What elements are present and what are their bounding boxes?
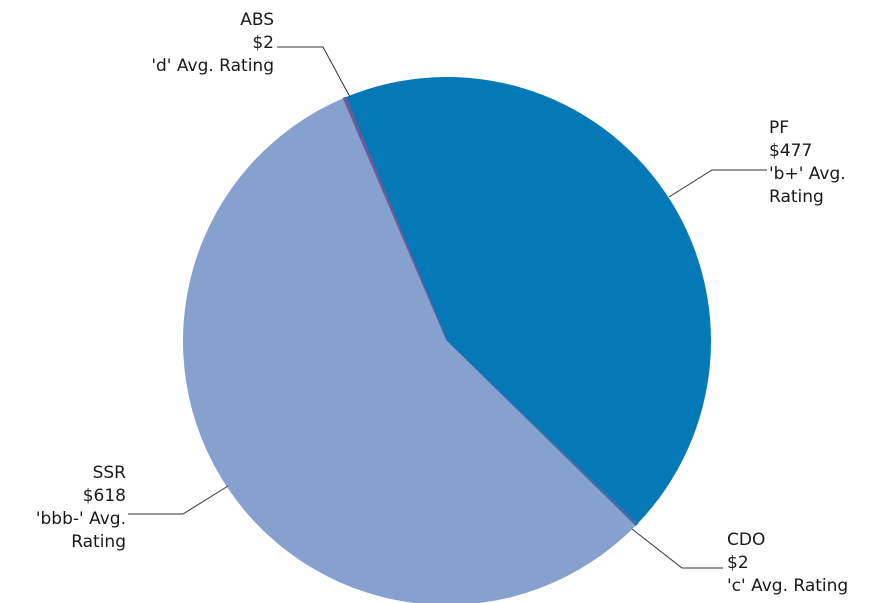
- leader-lines: [128, 46, 767, 569]
- leader-line-abs: [277, 46, 351, 98]
- slice-label-line: Rating: [769, 187, 824, 207]
- slice-label-line: 'd' Avg. Rating: [151, 56, 274, 76]
- slice-label-pf: PF $477 'b+' Avg. Rating: [769, 118, 846, 207]
- slice-label-line: PF: [769, 118, 789, 138]
- slice-label-line: ABS: [240, 10, 274, 30]
- slice-label-line: CDO: [727, 530, 765, 550]
- leader-line-ssr: [128, 485, 229, 515]
- slice-labels: PF $477 'b+' Avg. Rating CDO $2 'c' Avg. Ratin…: [36, 10, 848, 596]
- slice-label-line: 'b+' Avg.: [769, 164, 846, 184]
- slice-label-line: 'c' Avg. Rating: [727, 576, 848, 596]
- pie-slice-abs: [342, 96, 448, 342]
- slice-label-line: $618: [83, 486, 126, 506]
- slice-label-line: Rating: [71, 532, 126, 552]
- slice-label-line: 'bbb-' Avg.: [36, 509, 126, 529]
- leader-line-cdo: [631, 528, 723, 569]
- pie-slices: [183, 77, 711, 603]
- slice-label-ssr: SSR $618 'bbb-' Avg. Rating: [36, 463, 126, 552]
- slice-label-line: $477: [769, 141, 812, 161]
- slice-label-line: $2: [727, 553, 749, 573]
- pie-slice-ssr: [183, 98, 636, 603]
- leader-line-pf: [668, 169, 767, 198]
- slice-label-line: SSR: [93, 463, 127, 483]
- pie-slice-pf: [345, 77, 711, 524]
- slice-label-abs: ABS $2 'd' Avg. Rating: [151, 10, 274, 76]
- slice-label-cdo: CDO $2 'c' Avg. Rating: [727, 530, 848, 596]
- slice-label-line: $2: [252, 33, 274, 53]
- pie-slice-cdo: [446, 340, 639, 527]
